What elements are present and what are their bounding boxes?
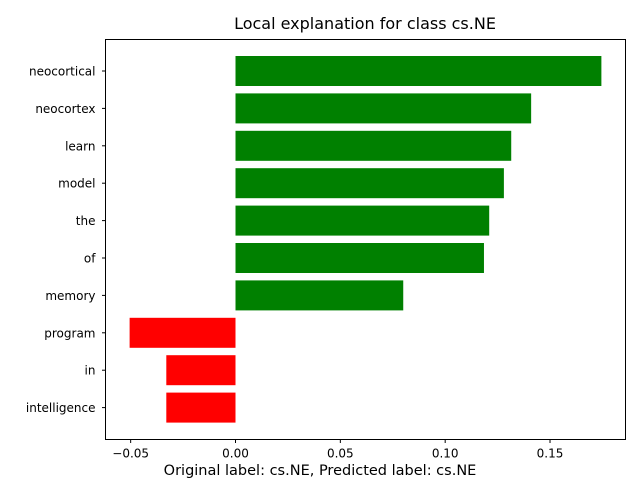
x-tick-label: −0.05 [112,447,149,461]
x-tick-label: 0.10 [432,447,459,461]
bars-group [129,56,602,423]
y-tick-label: intelligence [26,401,96,415]
bar-program [129,317,236,348]
bar-model [235,168,504,199]
bar-neocortex [235,93,532,124]
y-tick-label: learn [65,139,95,153]
x-axis-ticks: −0.05 0.00 0.05 0.10 0.15 [112,439,564,461]
y-tick-label: neocortex [35,102,95,116]
bar-the [235,205,490,236]
bar-memory [235,280,404,311]
y-tick-label: memory [45,289,95,303]
bar-neocortical [235,56,602,86]
caption-text: Original label: cs.NE, Predicted label: … [164,463,477,479]
y-tick-label: in [85,364,96,378]
y-tick-label: of [84,252,96,266]
bar-of [235,243,484,273]
bar-intelligence [166,392,236,423]
x-tick-label: 0.05 [327,447,354,461]
y-tick-label: the [76,214,96,228]
bar-in [166,355,236,386]
chart-title: Local explanation for class cs.NE [234,14,496,33]
y-tick-label: program [44,326,95,340]
x-tick-label: 0.00 [222,447,249,461]
y-tick-label: neocortical [29,65,96,79]
plot-frame [105,39,626,440]
x-tick-label: 0.15 [537,447,564,461]
y-tick-label: model [58,177,95,191]
bar-learn [235,130,512,161]
y-axis-ticks: neocortical neocortex learn model the of memor… [26,65,106,415]
